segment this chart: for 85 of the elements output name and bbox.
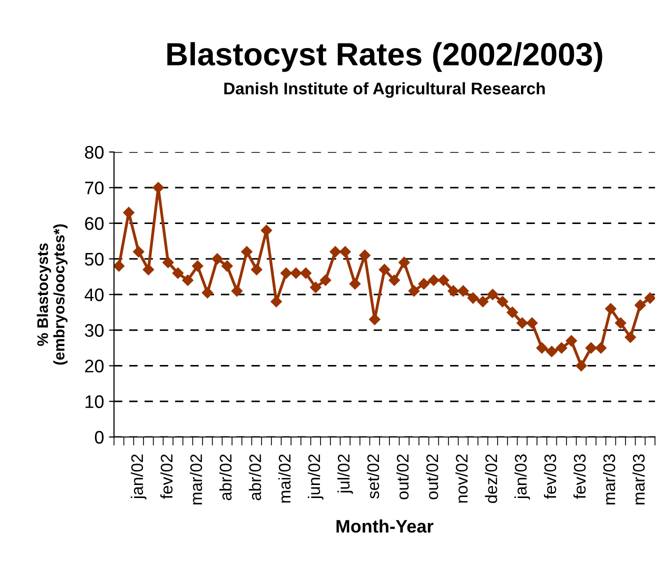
point (241, 246, 252, 258)
point (467, 292, 479, 304)
x-tick-label: abr/02 (248, 454, 262, 500)
x-tick-label: jan/02 (130, 454, 146, 500)
y-tick-label: 70 (85, 182, 104, 194)
point (359, 250, 370, 261)
x-tick-label: mar/03 (632, 454, 645, 504)
y-tick-label: 60 (85, 217, 104, 230)
x-tick-label: jul/02 (337, 454, 353, 494)
y-tick-label: 80 (84, 146, 104, 159)
point (516, 317, 528, 329)
x-tick-label: jun/02 (308, 454, 324, 500)
x-tick-label: fev/03 (573, 454, 586, 499)
point (114, 260, 125, 272)
point (585, 342, 597, 354)
point (231, 285, 243, 297)
point (310, 282, 322, 293)
y-tick-label: 40 (84, 288, 104, 302)
y-tick-label: 20 (85, 360, 104, 372)
point (506, 306, 518, 318)
point (398, 256, 410, 268)
x-tick-label: dez/02 (484, 454, 498, 504)
point (438, 274, 450, 286)
point (192, 260, 204, 272)
point (152, 182, 164, 194)
point (320, 274, 332, 286)
y-tick-label: 50 (84, 252, 104, 266)
x-axis-title: Month-Year (336, 519, 434, 533)
point (408, 285, 420, 297)
point (251, 264, 262, 276)
point (378, 264, 390, 276)
point (142, 264, 154, 276)
x-tick-label: fev/03 (544, 454, 556, 499)
chart-subtitle: Danish Institute of Agricultural Research (224, 82, 545, 98)
point (300, 268, 312, 279)
point (260, 224, 272, 236)
point (340, 246, 351, 258)
point (605, 303, 616, 314)
x-tick-label: nov/02 (455, 454, 468, 503)
point (369, 314, 380, 326)
x-tick-label: mai/02 (278, 454, 291, 503)
point (458, 285, 469, 297)
x-tick-label: jan/03 (514, 454, 530, 500)
point (477, 296, 488, 308)
point (418, 278, 430, 290)
point (162, 256, 174, 268)
x-tick-label: out/02 (426, 454, 438, 500)
point (536, 342, 548, 354)
point (644, 292, 655, 304)
point (290, 268, 302, 279)
point (182, 274, 194, 286)
point (576, 360, 587, 372)
y-tick-label: 0 (94, 430, 104, 444)
x-tick-label: mar/02 (190, 454, 202, 504)
point (222, 260, 233, 272)
y-tick-label: 10 (86, 395, 104, 408)
point (566, 335, 577, 346)
x-tick-label: fev/02 (160, 454, 173, 499)
point (556, 342, 568, 354)
point (428, 274, 440, 286)
point (624, 332, 636, 343)
point (349, 278, 361, 290)
y-axis-title: % Blastocysts (embryos/oocytes*) (36, 224, 68, 365)
point (212, 253, 223, 264)
point (634, 300, 646, 311)
point (388, 274, 400, 286)
point (448, 285, 459, 297)
x-tick-label: out/02 (396, 454, 409, 500)
point (546, 346, 558, 358)
point (595, 342, 607, 354)
point (132, 246, 144, 258)
point (280, 268, 292, 279)
chart-title: Blastocyst Rates (2002/2003) (167, 42, 602, 72)
x-tick-label: set/02 (366, 454, 380, 499)
point (526, 317, 538, 329)
x-tick-label: mar/03 (602, 454, 616, 504)
point (614, 317, 626, 329)
x-tick-label: abr/02 (219, 454, 232, 500)
point (172, 268, 184, 279)
point (487, 288, 498, 300)
point (270, 296, 282, 308)
point (330, 246, 341, 258)
point (202, 287, 214, 298)
point (496, 296, 508, 308)
y-tick-label: 30 (84, 324, 104, 337)
